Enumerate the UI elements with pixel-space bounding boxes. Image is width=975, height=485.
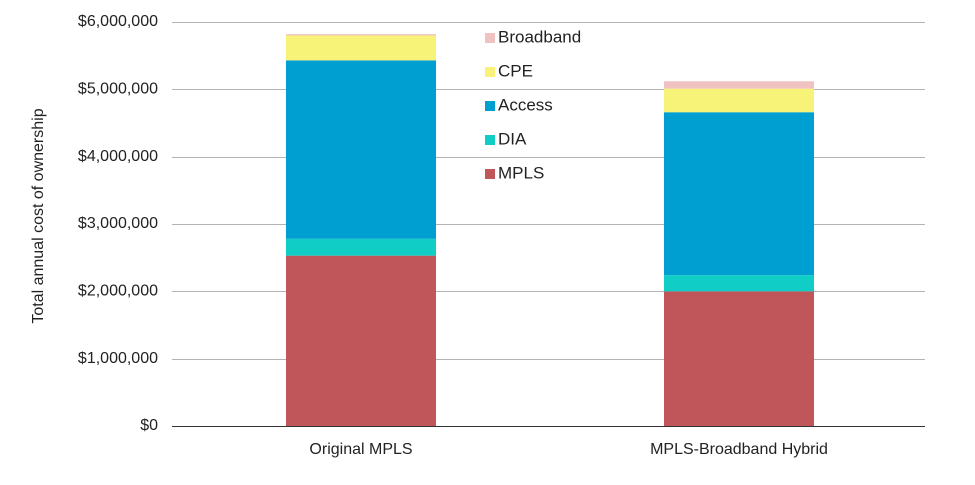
x-axis-category-labels: Original MPLS MPLS-Broadband Hybrid [309,441,828,458]
legend-swatch-access [485,101,495,111]
bar-segment-broadband-2 [664,81,814,89]
bar-segment-access-1 [286,60,436,239]
bar-segment-dia-1 [286,238,436,256]
bar-segment-mpls-1 [286,255,436,426]
bars [286,34,814,426]
legend-swatch-dia [485,135,495,145]
y-tick-label: $6,000,000 [78,13,158,30]
bar-segment-broadband-1 [286,34,436,36]
legend-swatch-cpe [485,67,495,77]
bar-segment-access-2 [664,112,814,276]
legend-label-mpls: MPLS [498,163,544,182]
y-axis-tick-labels: $0 $1,000,000 $2,000,000 $3,000,000 $4,000,0… [78,13,158,434]
bar-segment-dia-2 [664,275,814,292]
y-tick-label: $3,000,000 [78,215,158,232]
y-tick-label: $4,000,000 [78,148,158,165]
bar-segment-cpe-2 [664,88,814,113]
y-tick-label: $5,000,000 [78,81,158,98]
bar-segment-cpe-1 [286,35,436,61]
legend-swatch-mpls [485,169,495,179]
legend-label-cpe: CPE [498,61,533,80]
legend-swatch-broadband [485,33,495,43]
y-tick-label: $1,000,000 [78,350,158,367]
legend-label-broadband: Broadband [498,27,581,46]
y-axis-label: Total annual cost of ownership [30,108,47,323]
legend-label-dia: DIA [498,129,527,148]
y-tick-label: $0 [140,417,158,434]
y-tick-label: $2,000,000 [78,283,158,300]
legend: Broadband CPE Access DIA MPLS [485,27,581,182]
x-category-label: Original MPLS [309,441,412,458]
x-category-label: MPLS-Broadband Hybrid [650,441,828,458]
legend-label-access: Access [498,95,553,114]
bar-segment-mpls-2 [664,291,814,426]
